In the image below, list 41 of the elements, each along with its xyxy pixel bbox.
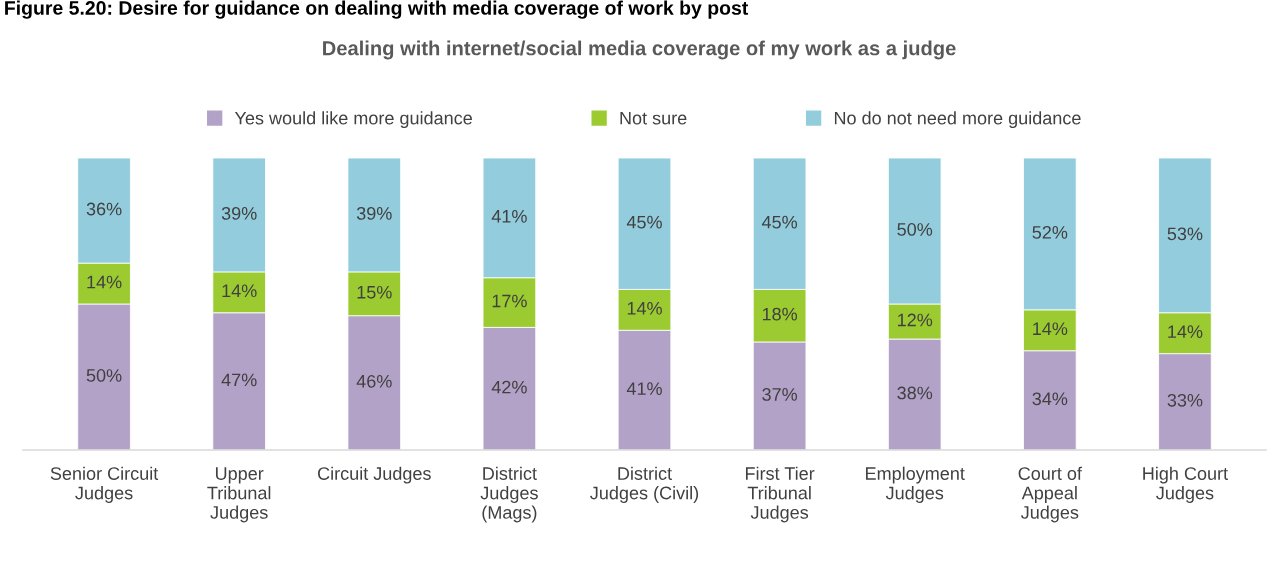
data-label: 46% xyxy=(356,374,392,388)
data-label: 15% xyxy=(357,285,392,299)
data-label: 41% xyxy=(491,210,527,223)
data-label: 53% xyxy=(1167,227,1203,241)
legend-label: Not sure xyxy=(620,111,687,125)
data-label: 41% xyxy=(626,382,662,395)
data-label: 52% xyxy=(1032,225,1068,239)
data-label: 12% xyxy=(898,313,933,327)
data-label: 39% xyxy=(221,207,257,220)
data-label: 50% xyxy=(86,369,122,382)
data-label: 38% xyxy=(897,386,933,400)
data-label: 14% xyxy=(222,284,257,298)
chart-title: Dealing with internet/social media coverage of my work as a judge xyxy=(323,40,956,60)
data-label: 47% xyxy=(221,373,257,387)
data-label: 50% xyxy=(897,223,933,236)
data-label: 34% xyxy=(1032,392,1068,406)
x-tick-label: Upper Tribunal Judges xyxy=(207,467,271,523)
data-label: 36% xyxy=(86,202,122,216)
data-label: 14% xyxy=(1033,322,1068,336)
data-label: 45% xyxy=(626,215,662,229)
x-tick-label: Senior Circuit Judges xyxy=(50,466,159,503)
x-tick-label: District Judges (Civil) xyxy=(590,466,699,503)
data-label: 45% xyxy=(761,215,798,229)
x-tick-label: Court of Appeal Judges xyxy=(1018,466,1082,523)
x-tick-label: Circuit Judges xyxy=(318,466,431,484)
data-label: 37% xyxy=(762,388,798,401)
legend-label: Yes would like more guidance xyxy=(234,111,472,129)
data-label: 18% xyxy=(762,307,798,321)
data-label: 14% xyxy=(87,275,122,289)
x-tick-label: Employment Judges xyxy=(866,466,965,503)
x-tick-label: First Tier Tribunal Judges xyxy=(745,466,815,523)
data-label: 42% xyxy=(491,380,527,394)
x-tick-label: District Judges (Mags) xyxy=(480,466,538,523)
data-label: 33% xyxy=(1167,393,1203,407)
data-label: 39% xyxy=(356,207,392,220)
caption: Figure 5.20: Desire for guidance on dealing with media coverage of work by post xyxy=(5,0,749,19)
legend-label: No do not need more guidance xyxy=(834,111,1081,129)
data-label: 17% xyxy=(492,294,527,308)
data-label: 14% xyxy=(1168,325,1203,338)
x-tick-label: High Court Judges xyxy=(1143,466,1228,503)
data-label: 14% xyxy=(627,301,662,315)
